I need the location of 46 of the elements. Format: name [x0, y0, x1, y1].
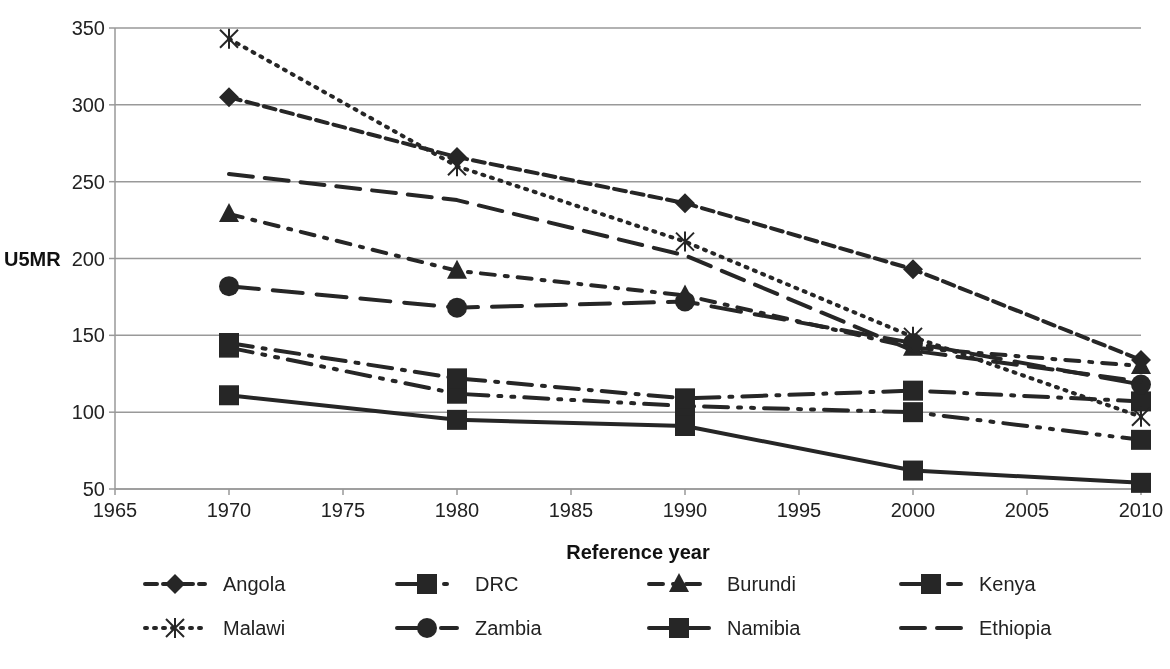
point — [903, 380, 923, 401]
point — [675, 291, 695, 312]
x-tick-label: 1965 — [92, 499, 138, 521]
point — [903, 402, 923, 423]
legend-label: Malawi — [223, 617, 286, 639]
y-tick-label: 50 — [82, 478, 105, 500]
legend-label: Kenya — [979, 573, 1037, 595]
point — [219, 87, 239, 108]
point — [675, 416, 695, 436]
y-tick-label: 250 — [71, 170, 105, 193]
legend-label: Burundi — [727, 573, 796, 595]
x-tick-label: 1975 — [320, 499, 366, 521]
point — [447, 297, 467, 318]
y-tick-label: 350 — [71, 17, 105, 39]
point — [447, 259, 467, 279]
x-tick-label: 1985 — [548, 499, 594, 521]
point — [219, 385, 239, 406]
point — [1131, 429, 1151, 450]
x-tick-label: 1995 — [776, 499, 822, 521]
point — [1131, 472, 1151, 493]
y-tick-label: 200 — [71, 247, 105, 270]
y-tick-label: 300 — [71, 93, 105, 116]
x-tick-label: 2010 — [1118, 499, 1164, 521]
legend-label: Namibia — [727, 617, 802, 639]
y-axis-title: U5MR — [4, 247, 62, 270]
x-axis-title: Reference year — [566, 541, 710, 563]
point — [903, 460, 923, 481]
point — [219, 27, 239, 50]
point — [447, 155, 467, 178]
legend-label: Zambia — [475, 617, 543, 639]
point — [675, 230, 695, 253]
legend-label: DRC — [475, 573, 519, 595]
point — [675, 193, 695, 214]
x-tick-label: 1990 — [662, 499, 708, 521]
legend-label: Ethiopia — [979, 617, 1053, 639]
y-tick-label: 100 — [71, 401, 105, 424]
y-tick-label: 150 — [71, 324, 105, 347]
point — [447, 409, 467, 430]
point — [219, 276, 239, 297]
x-tick-label: 2000 — [890, 499, 936, 521]
point — [219, 202, 239, 222]
x-tick-label: 1970 — [206, 499, 252, 521]
x-tick-label: 1980 — [434, 499, 480, 521]
point — [903, 259, 923, 280]
x-tick-label: 2005 — [1004, 499, 1050, 521]
legend-label: Angola — [223, 573, 287, 595]
